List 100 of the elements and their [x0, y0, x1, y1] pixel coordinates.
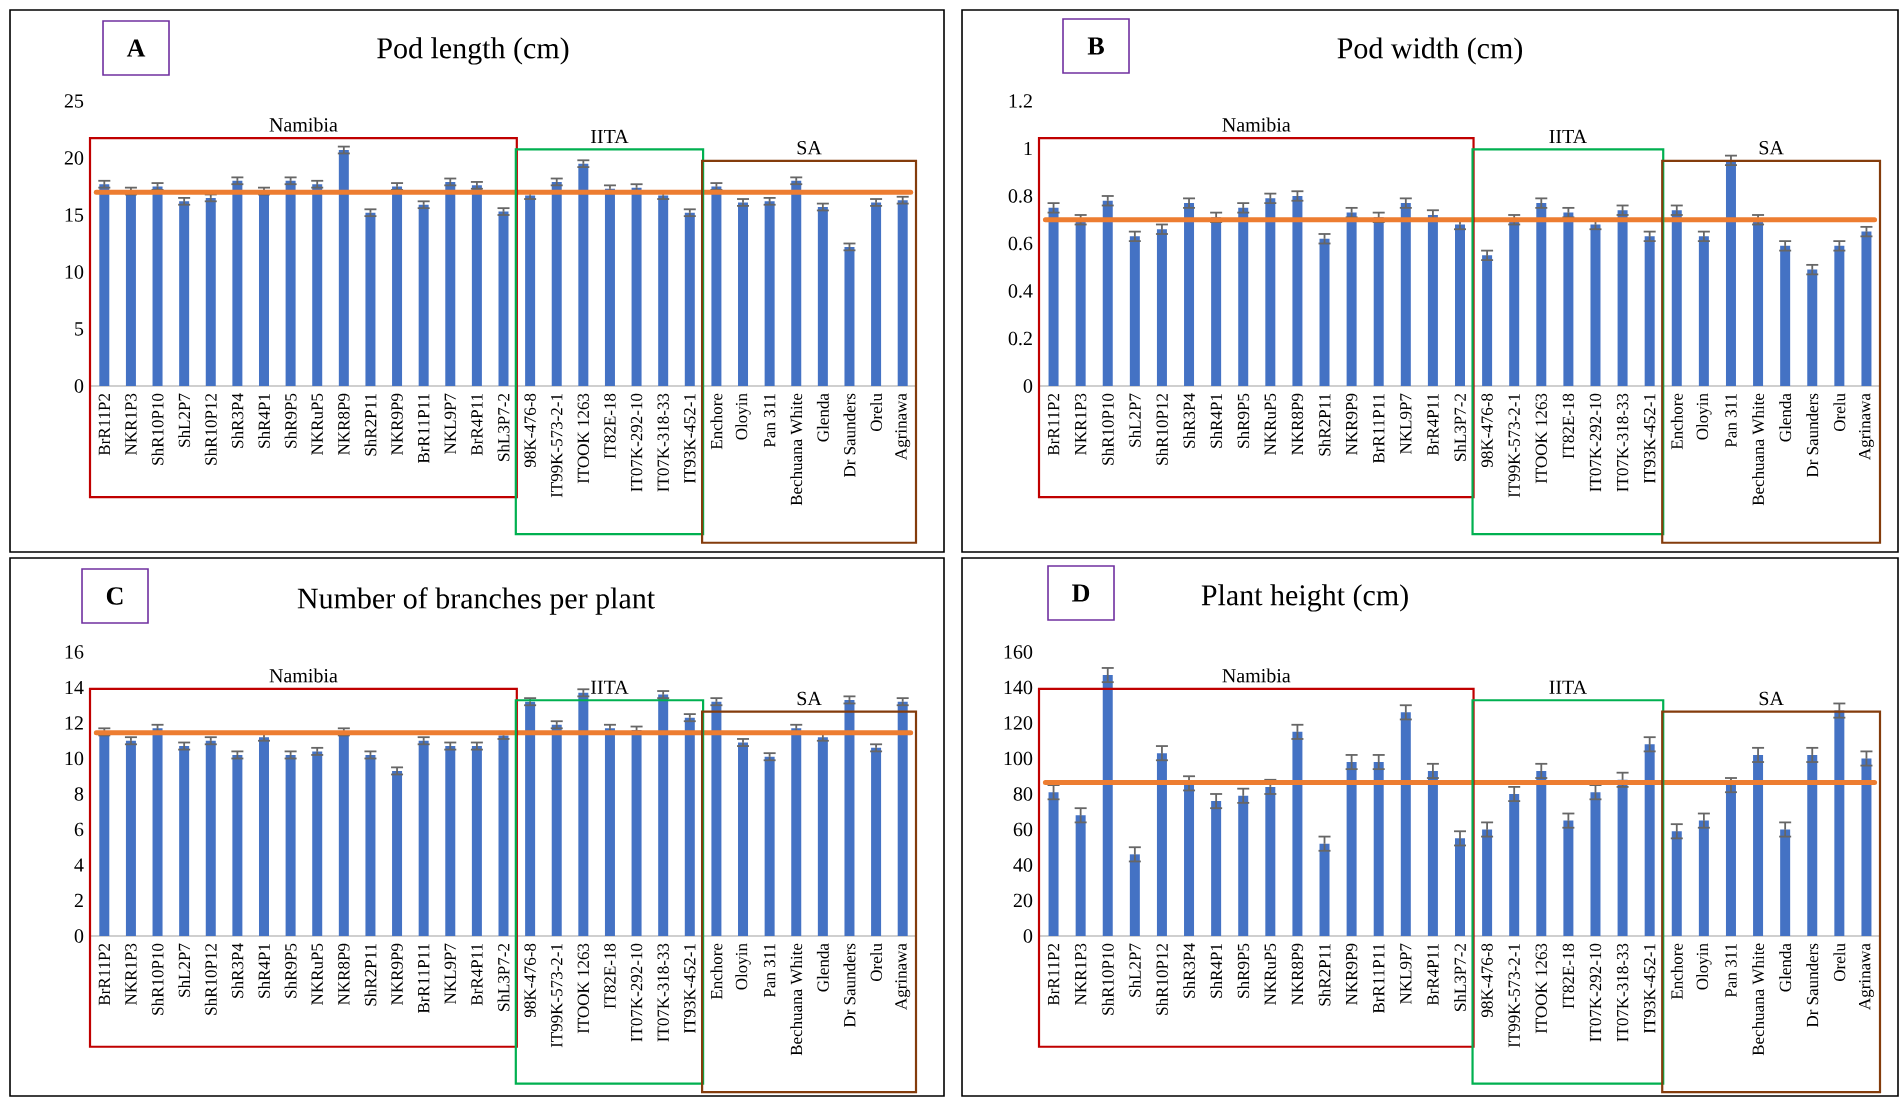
y-tick-label: 40 — [1013, 858, 1033, 872]
x-tick-label: Bechuana White — [1752, 393, 1765, 506]
chart-title: Pod width (cm) — [1337, 37, 1523, 65]
x-tick-label: Agrinawa — [1858, 943, 1874, 1010]
x-tick-label: 98K-476-8 — [1481, 943, 1493, 1018]
x-tick-label: ShL2P7 — [178, 943, 191, 997]
x-tick-label: IT82E-18 — [604, 943, 616, 1009]
x-tick-label: IT82E-18 — [604, 393, 616, 459]
x-tick-label: IT82E-18 — [1562, 943, 1575, 1009]
x-tick-label: Agrinawa — [895, 393, 911, 460]
annotation: SA — [1759, 141, 1784, 155]
x-tick-label: NKL9P7 — [1400, 393, 1412, 454]
x-tick-label: ShR3P4 — [1183, 393, 1196, 448]
x-tick-label: NKR9P9 — [391, 943, 403, 1005]
y-tick-label: 10 — [65, 751, 84, 766]
x-tick-label: Pan 311 — [763, 394, 776, 448]
y-tick-label: 60 — [1013, 822, 1033, 837]
x-tick-label: BrR4P11 — [1427, 944, 1439, 1006]
x-tick-label: NKL9P7 — [444, 393, 456, 454]
x-tick-label: IT93K-452-1 — [684, 944, 696, 1034]
x-tick-label: BrR11P2 — [1047, 943, 1060, 1006]
x-tick-label: BrR11P11 — [1373, 394, 1385, 464]
x-tick-label: ShR2P11 — [364, 944, 377, 1006]
y-tick-label: 1.2 — [1009, 94, 1032, 108]
y-tick-label: 16 — [65, 645, 84, 659]
chart-title: Number of branches per plant — [297, 587, 655, 615]
x-tick-label: IT82E-18 — [1562, 393, 1575, 459]
x-tick-label: NKR8P9 — [338, 943, 350, 1005]
x-tick-label: ShR2P11 — [1318, 944, 1331, 1006]
x-tick-label: IT07K-292-10 — [1589, 393, 1602, 492]
x-tick-label: Oloyin — [735, 393, 751, 440]
text: C — [106, 587, 123, 605]
annotation: IITA — [591, 680, 629, 694]
y-tick-label: 1 — [1024, 141, 1032, 156]
y-tick-label: 2 — [74, 893, 83, 908]
annotation: Namibia — [269, 117, 338, 132]
x-tick-label: NKRuP5 — [1264, 393, 1276, 455]
y-tick-label: 8 — [74, 787, 84, 801]
x-tick-label: Dr Saunders — [843, 393, 856, 478]
x-tick-label: BrR11P2 — [98, 394, 110, 456]
x-tick-label: ShR4P1 — [258, 394, 270, 448]
y-tick-label: 25 — [64, 94, 84, 108]
annotation: Namibia — [1222, 117, 1291, 132]
x-tick-label: Glenda — [816, 943, 829, 992]
x-tick-label: Oloyin — [1696, 393, 1712, 440]
x-tick-label: Oloyin — [1696, 943, 1712, 990]
text: A — [126, 39, 146, 57]
x-tick-label: NKR1P3 — [1074, 393, 1087, 455]
x-tick-label: Pan 311 — [1725, 944, 1737, 998]
x-tick-label: NKR1P3 — [125, 943, 137, 1005]
x-tick-label: IT07K-292-10 — [630, 943, 643, 1042]
x-tick-label: ShR10P12 — [204, 944, 217, 1015]
x-tick-label: Dr Saunders — [1806, 943, 1819, 1028]
x-tick-label: Pan 311 — [763, 944, 776, 998]
x-tick-label: Dr Saunders — [843, 943, 856, 1028]
y-tick-label: 0 — [1023, 929, 1033, 943]
x-tick-label: IT93K-452-1 — [1643, 394, 1656, 484]
y-tick-label: 20 — [64, 151, 84, 165]
y-tick-label: 140 — [1004, 680, 1033, 695]
y-tick-label: 4 — [74, 858, 84, 872]
x-tick-label: Enchore — [1670, 943, 1683, 1000]
y-tick-label: 100 — [1004, 751, 1033, 766]
x-tick-label: ShR10P10 — [1101, 943, 1114, 1015]
y-tick-label: 20 — [1013, 893, 1033, 908]
x-tick-label: IT07K-292-10 — [1589, 943, 1602, 1042]
y-tick-label: 0.2 — [1008, 331, 1032, 346]
x-tick-label: Oloyin — [735, 943, 751, 990]
annotation: SA — [797, 141, 822, 155]
y-tick-label: 0 — [74, 379, 84, 393]
x-tick-label: ShL3P7-2 — [497, 944, 510, 1011]
x-tick-label: Glenda — [1779, 393, 1792, 442]
x-tick-label: NKR9P9 — [391, 393, 403, 455]
x-tick-label: ShR2P11 — [1318, 394, 1331, 456]
x-tick-label: IT99K-573-2-1 — [1508, 394, 1520, 498]
x-tick-label: Agrinawa — [895, 943, 911, 1010]
x-tick-label: ShL2P7 — [178, 393, 191, 447]
x-tick-label: ShR3P4 — [231, 943, 244, 998]
x-tick-label: ShR10P12 — [1155, 394, 1168, 465]
y-tick-label: 14 — [65, 680, 84, 695]
y-tick-label: 0 — [74, 929, 84, 943]
annotation: Namibia — [269, 668, 338, 683]
y-tick-label: 160 — [1004, 645, 1033, 659]
y-tick-label: 10 — [65, 265, 84, 279]
x-tick-label: NKRuP5 — [311, 943, 323, 1005]
y-tick-label: 0.6 — [1008, 236, 1033, 251]
x-tick-label: BrR4P11 — [1427, 394, 1439, 456]
annotation: IITA — [591, 129, 629, 144]
x-tick-label: ShL3P7-2 — [497, 394, 510, 461]
x-tick-label: ShR3P4 — [231, 393, 244, 448]
y-tick-label: 5 — [75, 322, 84, 336]
x-tick-label: NKL9P7 — [1400, 943, 1412, 1004]
x-tick-label: Glenda — [816, 393, 829, 442]
y-tick-label: 80 — [1013, 787, 1033, 801]
x-tick-label: NKR8P9 — [338, 393, 350, 455]
text: B — [1087, 37, 1104, 55]
x-tick-label: IT99K-573-2-1 — [551, 394, 563, 498]
x-tick-label: IT07K-318-33 — [1616, 943, 1629, 1042]
x-tick-label: ITOOK 1263 — [1535, 393, 1547, 484]
y-tick-label: 0.8 — [1008, 189, 1033, 203]
x-tick-label: ShR9P5 — [1237, 393, 1250, 448]
